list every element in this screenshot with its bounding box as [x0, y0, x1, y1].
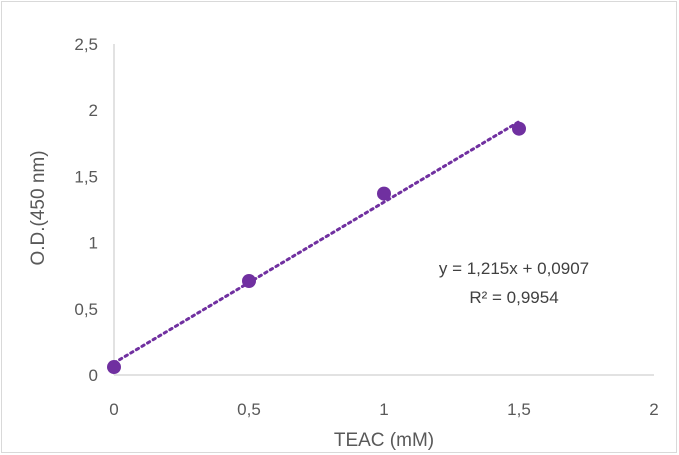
- y-tick-label: 1: [89, 234, 98, 253]
- y-tick-label: 0: [89, 366, 98, 385]
- y-tick-label: 1,5: [74, 167, 98, 186]
- tick-labels: 0 0,5 1 1,5 2 0 0,5 1 1,5 2 2,5: [74, 35, 658, 419]
- axes: [113, 44, 654, 376]
- x-tick-label: 1,5: [507, 400, 531, 419]
- x-tick-label: 1: [379, 400, 388, 419]
- y-tick-label: 2: [89, 101, 98, 120]
- data-point: [377, 186, 391, 201]
- r-squared-label: R² = 0,9954: [469, 288, 558, 307]
- data-points: [107, 121, 526, 375]
- y-axis-title: O.D.(450 nm): [28, 150, 49, 265]
- x-tick-label: 0,5: [237, 400, 261, 419]
- x-tick-label: 2: [649, 400, 658, 419]
- trendline-group: [112, 120, 521, 365]
- x-axis-title: TEAC (mM): [334, 430, 434, 451]
- data-point: [107, 360, 121, 375]
- data-point: [512, 121, 526, 136]
- trendline-equation: y = 1,215x + 0,0907: [439, 259, 589, 278]
- y-tick-label: 2,5: [74, 35, 98, 54]
- y-tick-label: 0,5: [74, 300, 98, 319]
- trendline: [112, 120, 521, 365]
- data-point: [242, 273, 256, 288]
- x-tick-label: 0: [109, 400, 118, 419]
